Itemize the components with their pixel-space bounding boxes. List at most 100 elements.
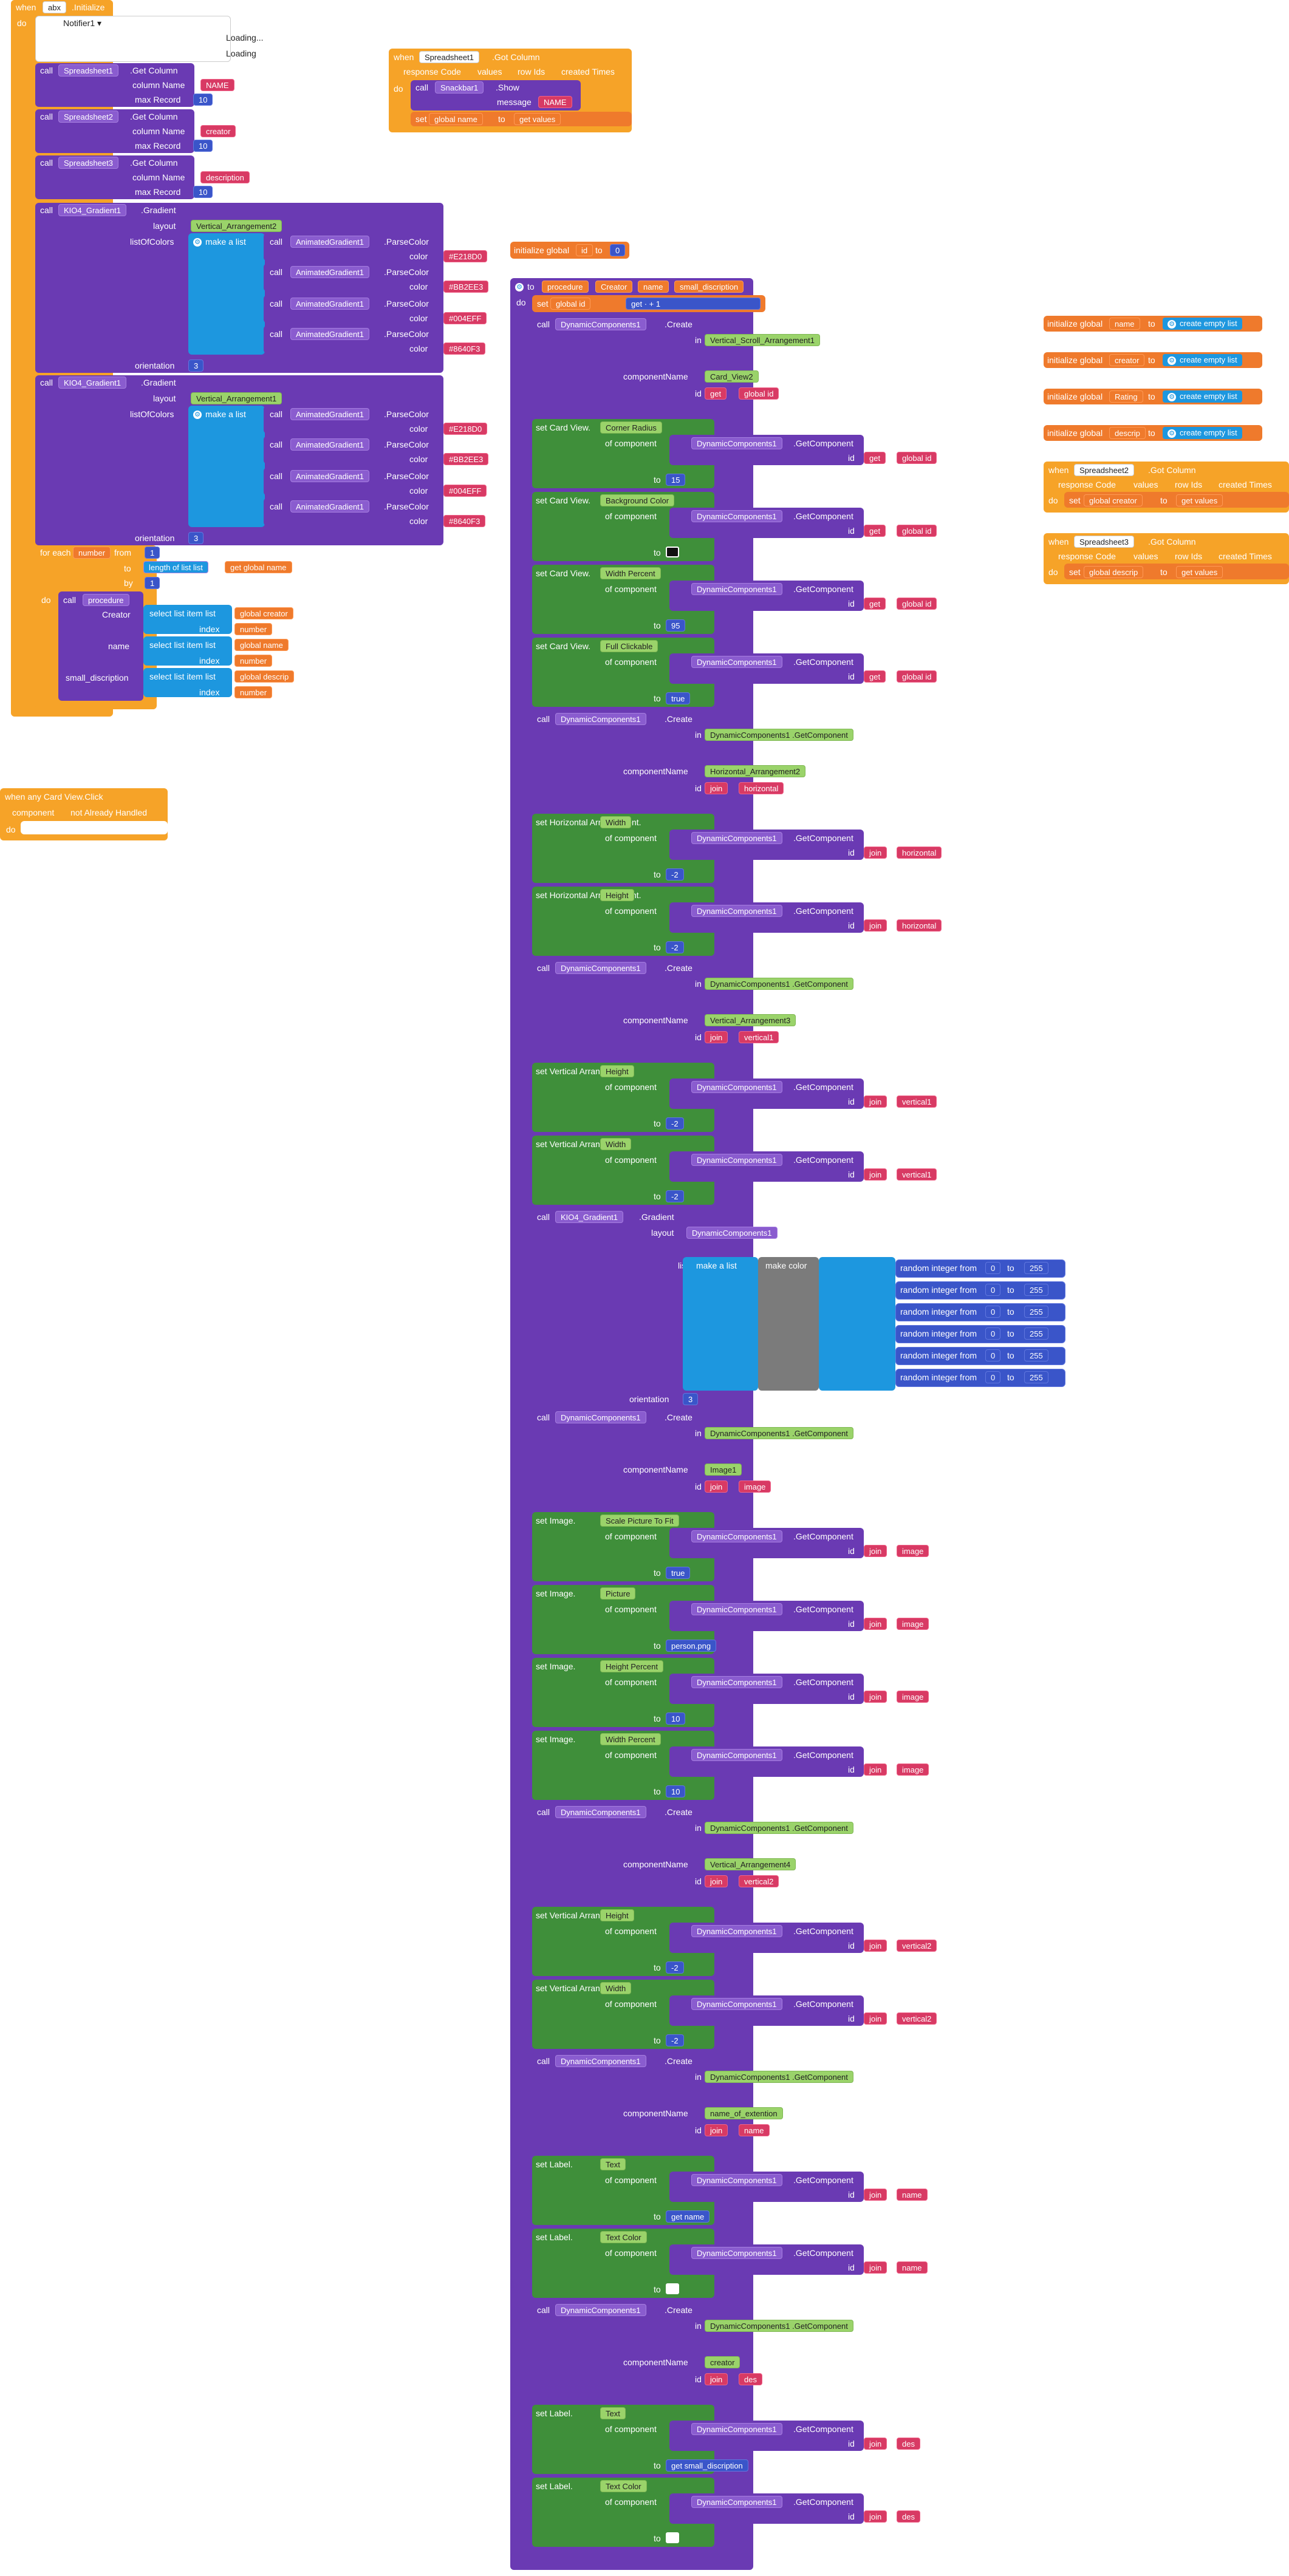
- max-record-number[interactable]: 10: [193, 186, 213, 198]
- kio4-gradient-dropdown[interactable]: KIO4_Gradient1: [58, 204, 126, 216]
- id-value[interactable]: vertical2: [739, 1875, 779, 1887]
- id-value[interactable]: image: [897, 1763, 929, 1776]
- make-a-list-block[interactable]: [188, 233, 265, 355]
- procedure-name[interactable]: procedure: [542, 281, 589, 293]
- color-hex-text[interactable]: #004EFF: [443, 312, 487, 324]
- empty-do-slot[interactable]: [21, 821, 168, 834]
- make-a-list-block[interactable]: [683, 1257, 758, 1391]
- procedure-call[interactable]: [58, 591, 143, 701]
- value-block[interactable]: -2: [666, 1190, 684, 1202]
- create-step[interactable]: [532, 710, 727, 810]
- component-name[interactable]: Card_View2: [705, 370, 759, 383]
- property-dropdown[interactable]: Width Percent: [600, 567, 661, 579]
- notifier-dropdown[interactable]: Notifier1 ▾: [63, 18, 102, 28]
- in-component[interactable]: DynamicComponents1 .GetComponent: [705, 1427, 853, 1439]
- value-block[interactable]: 95: [666, 619, 686, 632]
- create-step[interactable]: [532, 2053, 727, 2152]
- create-step[interactable]: [532, 1409, 727, 1508]
- id-value[interactable]: des: [897, 2438, 920, 2450]
- color-hex-text[interactable]: #BB2EE3: [443, 281, 489, 293]
- spreadsheet2-dropdown[interactable]: Spreadsheet2: [58, 111, 118, 123]
- make-color-block[interactable]: [758, 1257, 819, 1391]
- property-dropdown[interactable]: Text: [600, 2158, 626, 2170]
- add-block[interactable]: get · + 1: [626, 298, 761, 310]
- make-a-list-block[interactable]: [188, 406, 265, 527]
- id-value[interactable]: image: [897, 1618, 929, 1630]
- color-swatch[interactable]: [666, 547, 679, 557]
- in-component[interactable]: DynamicComponents1 .GetComponent: [705, 1822, 853, 1834]
- color-swatch[interactable]: [666, 2283, 679, 2294]
- color-hex-text[interactable]: #8640F3: [443, 342, 486, 355]
- id-value[interactable]: vertical2: [897, 2012, 937, 2025]
- id-value[interactable]: name: [897, 2189, 928, 2201]
- property-dropdown[interactable]: Height: [600, 1909, 634, 1921]
- create-empty-list[interactable]: ⚙ create empty list: [1163, 354, 1242, 366]
- id-value[interactable]: name: [739, 2124, 770, 2136]
- property-dropdown[interactable]: Height: [600, 889, 634, 901]
- in-component[interactable]: DynamicComponents1 .GetComponent: [705, 2320, 853, 2332]
- color-hex-text[interactable]: #E218D0: [443, 250, 488, 262]
- id-value[interactable]: image: [897, 1691, 929, 1703]
- property-dropdown[interactable]: Width Percent: [600, 1733, 661, 1745]
- color-swatch[interactable]: [666, 2532, 679, 2543]
- column-name-text[interactable]: NAME: [200, 79, 234, 91]
- select-list-item[interactable]: [143, 636, 232, 666]
- component-name[interactable]: Horizontal_Arrangement2: [705, 765, 806, 777]
- value-block[interactable]: get small_discription: [666, 2459, 748, 2472]
- create-empty-list[interactable]: ⚙ create empty list: [1163, 427, 1242, 439]
- property-dropdown[interactable]: Width: [600, 1982, 632, 1994]
- value-block[interactable]: -2: [666, 2034, 684, 2046]
- id-value[interactable]: vertical2: [897, 1940, 937, 1952]
- id-value[interactable]: horizontal: [739, 782, 784, 794]
- orientation-number[interactable]: 3: [188, 359, 204, 372]
- column-name-text[interactable]: creator: [200, 125, 236, 137]
- property-dropdown[interactable]: Background Color: [600, 494, 675, 506]
- value-block[interactable]: -2: [666, 868, 684, 881]
- notifier-block[interactable]: [35, 16, 231, 62]
- color-hex-text[interactable]: #8640F3: [443, 515, 486, 527]
- id-value[interactable]: image: [897, 1545, 929, 1557]
- color-hex-text[interactable]: #BB2EE3: [443, 453, 489, 465]
- id-value[interactable]: des: [897, 2510, 920, 2523]
- in-component[interactable]: DynamicComponents1 .GetComponent: [705, 978, 853, 990]
- procedure-dropdown[interactable]: procedure: [83, 594, 129, 606]
- snackbar-dropdown[interactable]: Snackbar1: [435, 81, 484, 94]
- screen-dropdown[interactable]: abx: [43, 1, 66, 13]
- create-step[interactable]: [532, 316, 727, 415]
- property-dropdown[interactable]: Corner Radius: [600, 421, 662, 434]
- id-value[interactable]: global id: [897, 598, 937, 610]
- get-global-name[interactable]: get global name: [225, 561, 292, 573]
- color-hex-text[interactable]: #E218D0: [443, 423, 488, 435]
- dynamic-components-dropdown[interactable]: DynamicComponents1: [555, 1806, 646, 1818]
- id-value[interactable]: horizontal: [897, 847, 942, 859]
- create-step[interactable]: [532, 959, 727, 1059]
- spreadsheet3-dropdown[interactable]: Spreadsheet3: [58, 157, 118, 169]
- max-record-number[interactable]: 10: [193, 94, 213, 106]
- create-step[interactable]: [532, 2302, 727, 2401]
- property-dropdown[interactable]: Picture: [600, 1587, 636, 1600]
- in-component[interactable]: DynamicComponents1 .GetComponent: [705, 2071, 853, 2083]
- select-list-item[interactable]: [143, 605, 232, 634]
- property-dropdown[interactable]: Height Percent: [600, 1660, 663, 1672]
- property-dropdown[interactable]: Width: [600, 1138, 632, 1150]
- id-value[interactable]: horizontal: [897, 919, 942, 932]
- dynamic-components-dropdown[interactable]: DynamicComponents1: [555, 713, 646, 725]
- id-value[interactable]: global id: [739, 387, 779, 400]
- create-step[interactable]: [532, 1804, 727, 1903]
- component-name[interactable]: Vertical_Arrangement3: [705, 1014, 796, 1026]
- component-name[interactable]: Vertical_Arrangement4: [705, 1858, 796, 1870]
- select-list-item[interactable]: [143, 668, 232, 697]
- dynamic-components-dropdown[interactable]: DynamicComponents1: [555, 2304, 646, 2316]
- value-block[interactable]: 10: [666, 1785, 686, 1797]
- component-name[interactable]: creator: [705, 2356, 740, 2368]
- max-record-number[interactable]: 10: [193, 140, 213, 152]
- value-block[interactable]: 10: [666, 1712, 686, 1725]
- value-block[interactable]: -2: [666, 1961, 684, 1974]
- init-global-id[interactable]: [510, 242, 629, 259]
- loop-variable[interactable]: number: [73, 547, 111, 559]
- value-block[interactable]: true: [666, 1567, 691, 1579]
- id-value[interactable]: vertical1: [739, 1031, 779, 1043]
- value-block[interactable]: -2: [666, 1117, 684, 1130]
- dynamic-components-dropdown[interactable]: DynamicComponents1: [555, 962, 646, 974]
- layout-component[interactable]: Vertical_Arrangement2: [191, 220, 282, 232]
